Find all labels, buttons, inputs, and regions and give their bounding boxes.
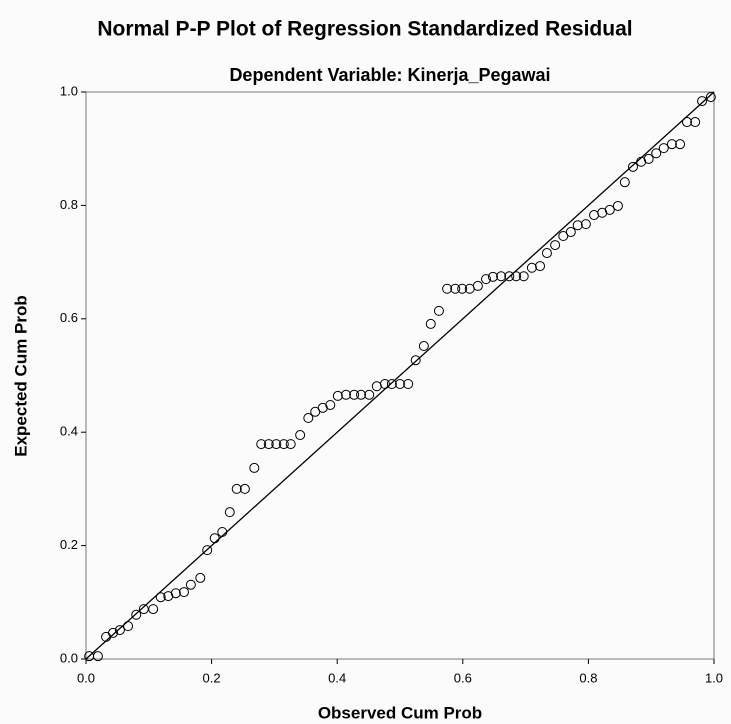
- point: [379, 379, 390, 390]
- point: [340, 389, 351, 400]
- point: [425, 318, 436, 329]
- point: [295, 430, 306, 441]
- point: [675, 139, 686, 150]
- point: [332, 390, 343, 401]
- point: [108, 627, 119, 638]
- point: [442, 283, 453, 294]
- point: [619, 177, 630, 188]
- point: [612, 200, 623, 211]
- point: [209, 533, 220, 544]
- point: [433, 305, 444, 316]
- reference-line: [85, 91, 715, 660]
- chart-title: Normal P-P Plot of Regression Standardiz…: [97, 18, 632, 41]
- point: [666, 139, 677, 150]
- point: [185, 579, 196, 590]
- point: [178, 587, 189, 598]
- x-axis-label: Observed Cum Prob: [318, 703, 482, 722]
- point: [364, 389, 375, 400]
- point: [231, 483, 242, 494]
- point: [325, 399, 336, 410]
- point: [249, 462, 260, 473]
- point: [271, 439, 282, 450]
- point: [697, 96, 708, 107]
- plot-frame: [85, 91, 715, 660]
- point: [418, 341, 429, 352]
- point: [457, 283, 468, 294]
- x-tick-label: 0.0: [77, 670, 95, 685]
- point: [535, 261, 546, 272]
- point: [239, 483, 250, 494]
- point: [386, 379, 397, 390]
- point: [511, 271, 522, 282]
- point: [114, 625, 125, 636]
- point: [681, 117, 692, 128]
- point: [92, 651, 103, 662]
- point: [224, 507, 235, 518]
- point: [627, 161, 638, 172]
- point: [148, 604, 159, 615]
- point: [550, 240, 561, 251]
- y-tick-label: 0.4: [60, 424, 78, 439]
- y-tick-label: 0.6: [60, 310, 78, 325]
- point: [450, 283, 461, 294]
- point: [131, 609, 142, 620]
- point: [504, 271, 515, 282]
- point: [163, 591, 174, 602]
- x-tick-label: 0.4: [328, 670, 346, 685]
- point: [658, 143, 669, 154]
- point: [356, 389, 367, 400]
- point: [597, 207, 608, 218]
- point: [604, 204, 615, 215]
- y-tick-label: 0.8: [60, 197, 78, 212]
- point: [643, 153, 654, 164]
- point: [636, 156, 647, 167]
- y-axis-label: Expected Cum Prob: [11, 295, 30, 457]
- y-tick-label: 0.0: [60, 650, 78, 665]
- y-tick-label: 1.0: [60, 83, 78, 98]
- point: [263, 439, 274, 450]
- point: [580, 219, 591, 230]
- x-tick-label: 0.2: [203, 670, 221, 685]
- point: [349, 389, 360, 400]
- x-tick-label: 0.8: [579, 670, 597, 685]
- point: [496, 271, 507, 282]
- point: [202, 545, 213, 556]
- point: [481, 274, 492, 285]
- point: [541, 248, 552, 259]
- point: [278, 439, 289, 450]
- point: [410, 355, 421, 366]
- point: [518, 271, 529, 282]
- point: [526, 262, 537, 273]
- point: [195, 572, 206, 583]
- point: [565, 227, 576, 238]
- point: [487, 271, 498, 282]
- point: [690, 117, 701, 128]
- point: [155, 592, 166, 603]
- y-tick-label: 0.2: [60, 537, 78, 552]
- point: [403, 379, 414, 390]
- chart-subtitle: Dependent Variable: Kinerja_Pegawai: [229, 65, 550, 85]
- point: [317, 402, 328, 413]
- point: [705, 92, 716, 103]
- point: [123, 621, 134, 632]
- point: [170, 588, 181, 599]
- x-tick-label: 1.0: [705, 670, 723, 685]
- point: [303, 413, 314, 424]
- point: [572, 220, 583, 231]
- point: [395, 379, 405, 390]
- point: [256, 439, 267, 450]
- point: [285, 439, 296, 450]
- point: [472, 280, 483, 291]
- point: [217, 526, 228, 537]
- point: [651, 148, 662, 159]
- x-tick-label: 0.6: [454, 670, 472, 685]
